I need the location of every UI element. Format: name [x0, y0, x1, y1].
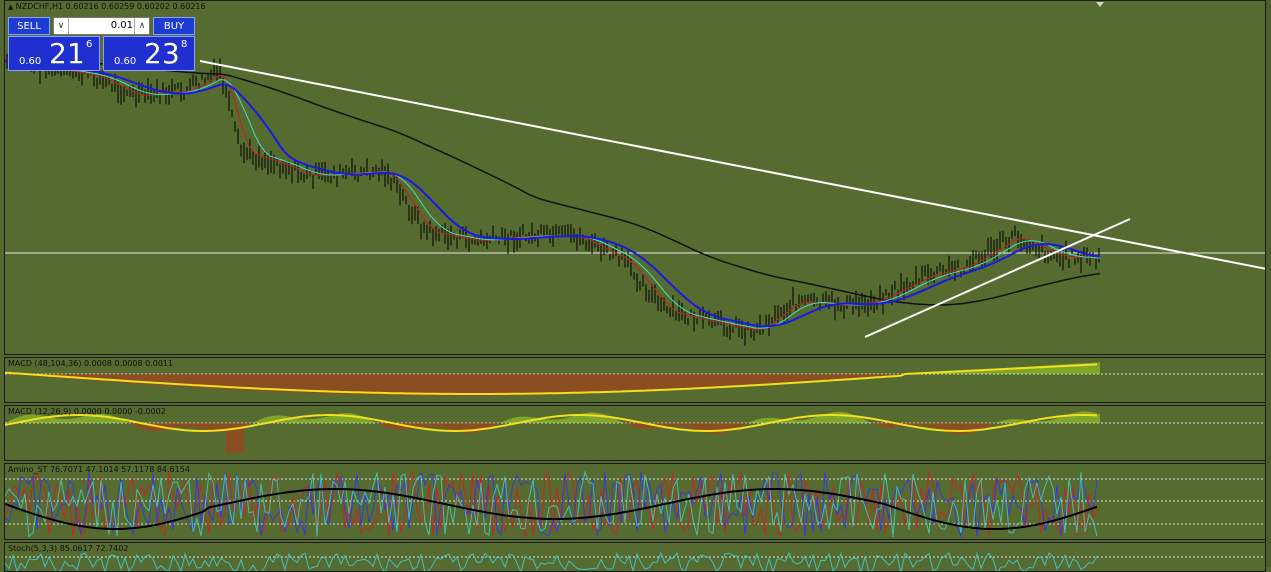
chart-symbol-header: ▲ NZDCHF,H1 0.60216 0.60259 0.60202 0.60…: [8, 2, 206, 11]
sell-price-main: 21: [49, 37, 85, 70]
stoch-label: Stoch(5,3,3) 85.0617 72.7402: [8, 544, 129, 553]
sell-price-button[interactable]: 0.60 21 6: [8, 36, 100, 71]
buy-price-pip: 8: [181, 39, 188, 50]
buy-price-button[interactable]: 0.60 23 8: [103, 36, 195, 71]
collapse-icon[interactable]: ▲: [8, 3, 16, 11]
sell-price-prefix: 0.60: [19, 56, 42, 67]
macd-fast-label: MACD (12,26,9) 0.0000 0.0000 -0.0002: [8, 407, 166, 416]
macd-fast-canvas: [5, 411, 1265, 453]
amino-pane[interactable]: Amino_ST 76.7071 47.1014 57.1178 84.6154: [4, 463, 1266, 540]
macd-fast-pane[interactable]: MACD (12,26,9) 0.0000 0.0000 -0.0002: [4, 405, 1266, 461]
macd-slow-canvas: [5, 362, 1265, 396]
price-chart-canvas: [5, 46, 1265, 346]
sell-price-pip: 6: [86, 39, 93, 50]
chart-shift-marker-icon[interactable]: [1096, 2, 1104, 7]
buy-button[interactable]: BUY: [153, 17, 195, 35]
price-scale-strip: [1265, 0, 1271, 567]
lot-size-value[interactable]: 0.01: [110, 20, 133, 31]
price-bars: [6, 46, 1100, 346]
lot-size-field[interactable]: ∨ 0.01 ∧: [53, 17, 150, 35]
lot-decrease-icon[interactable]: ∨: [54, 18, 69, 34]
main-chart-pane[interactable]: ▲ NZDCHF,H1 0.60216 0.60259 0.60202 0.60…: [4, 0, 1266, 355]
buy-price-main: 23: [144, 37, 180, 70]
amino-label: Amino_ST 76.7071 47.1014 57.1178 84.6154: [8, 465, 190, 474]
one-click-trading-panel: SELL ∨ 0.01 ∧ BUY 0.60 21 6 0.60 23 8: [8, 17, 195, 71]
macd-slow-label: MACD (48,104,36) 0.0008 0.0008 0.0011: [8, 359, 174, 368]
sell-button[interactable]: SELL: [8, 17, 50, 35]
amino-canvas: [5, 470, 1265, 538]
macd-slow-pane[interactable]: MACD (48,104,36) 0.0008 0.0008 0.0011: [4, 357, 1266, 403]
buy-price-prefix: 0.60: [114, 56, 137, 67]
lot-increase-icon[interactable]: ∧: [134, 18, 149, 34]
stoch-canvas: [5, 551, 1265, 571]
stoch-pane[interactable]: Stoch(5,3,3) 85.0617 72.7402: [4, 542, 1266, 572]
